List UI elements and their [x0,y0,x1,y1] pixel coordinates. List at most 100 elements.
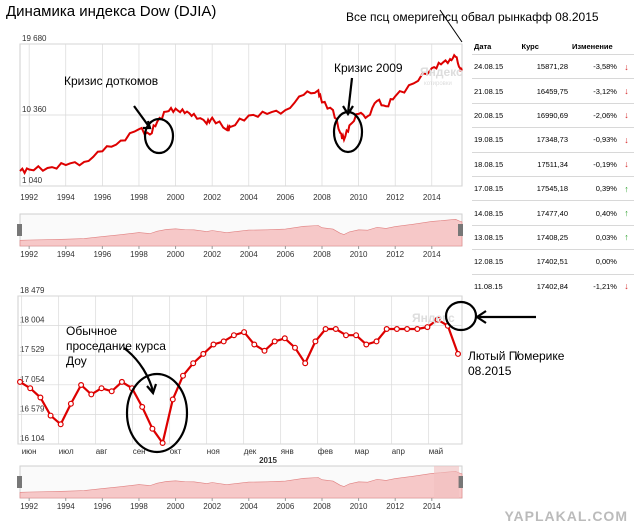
cell-change: 0,00% [570,249,619,275]
cell-date: 17.08.15 [472,175,520,201]
chart2-data-point [88,391,95,398]
arrow-up-icon: ↑ [618,224,634,250]
navigator1-tick-label: 1992 [20,250,38,259]
chart2-data-point [220,338,227,345]
chart2-data-point [434,316,441,323]
chart2-frame [17,295,463,445]
navigator2-tick-label: 2008 [313,502,331,511]
cell-date: 18.08.15 [472,151,520,177]
chart2-data-point [108,388,115,395]
annotation-normal-dip-1: Обычное [66,324,117,338]
chart2-data-point [281,335,288,342]
fierce-arrowhead [475,310,487,324]
chart2-data-point [37,394,44,401]
chart2-data-point [404,326,411,333]
dotcom-arrow [133,105,151,129]
chart2-data-point [271,338,278,345]
table-row: 24.08.15 15871,28 -3,58% ↓ [472,53,634,79]
chart2-y-tick-label: 16 104 [20,434,45,443]
table-row: 11.08.15 17402,84 -1,21% ↓ [472,273,634,298]
normal-dip-circle [125,372,189,454]
chart2-y-tick-label: 17 529 [20,345,45,354]
chart1-y-tick-label: 1 040 [22,176,43,185]
chart2-data-point [159,440,166,447]
chart1-x-tick-label: 2008 [313,193,331,202]
navigator2-tick-label: 2000 [167,502,185,511]
cell-date: 13.08.15 [472,224,520,250]
cell-date: 21.08.15 [472,78,520,104]
chart2-data-point [312,338,319,345]
arrow-down-icon: ↓ [618,273,634,298]
top-annotation-arrow [439,9,463,43]
chart2-data-point [393,326,400,333]
crisis-2009-arrow [346,77,354,114]
chart2-data-point [139,403,146,410]
page-title: Динамика индекса Dow (DJIA) [6,3,217,20]
chart2-data-point [241,329,248,336]
navigator1-tick-label: 2014 [423,250,441,259]
chart1-y-tick-label: 19 680 [22,34,47,43]
top-annotation: Все псц омеригепсц обвал рынкафф 08.2015 [346,10,599,24]
chart2-data-point [17,378,24,385]
chart2-data-point [414,326,421,333]
table-row: 12.08.15 17402,51 0,00% [472,249,634,275]
arrow-down-icon: ↓ [618,127,634,153]
chart2-x-tick-label: июн [22,447,37,456]
navigator2-tick-label: 2004 [240,502,258,511]
cell-rate: 17545,18 [519,175,571,201]
chart2-x-tick-label: июл [59,447,74,456]
cell-rate: 15871,28 [519,53,571,79]
header-rate: Курс [521,41,539,51]
chart2-data-point [149,425,156,432]
chart2-x-tick-label: ноя [207,447,220,456]
chart2-x-tick-label: май [429,447,443,456]
chart2-data-point [383,326,390,333]
chart2-data-point [98,385,105,392]
navigator1-tick-label: 2010 [350,250,368,259]
navigator1-tick-label: 2008 [313,250,331,259]
cell-rate: 17408,25 [519,224,571,250]
navigator1-tick-label: 2006 [276,250,294,259]
chart2-data-point [332,326,339,333]
cell-rate: 16459,75 [519,78,571,104]
chart2-data-point [118,378,125,385]
header-change: Изменение [572,41,613,51]
cell-change: -3,58% [570,53,619,79]
dotcom-circle [143,117,175,155]
chart2-data-point [363,341,370,348]
cell-change: -2,06% [570,102,619,128]
chart2-data-point [180,372,187,379]
chart2-y-tick-label: 18 004 [20,316,45,325]
yandex-logo-2: Яндекс [412,311,455,325]
chart2-data-point [78,382,85,389]
table-row: 17.08.15 17545,18 0,39% ↑ [472,175,634,201]
cell-change: -1,21% [570,273,619,298]
arrow-down-icon: ↓ [618,53,634,79]
arrow-down-icon: ↓ [618,102,634,128]
navigator2-tick-label: 2012 [386,502,404,511]
chart2-data-point [292,344,299,351]
navigator1-tick-label: 2002 [203,250,221,259]
chart1-x-tick-label: 2000 [167,193,185,202]
navigator2-selection [434,466,459,498]
navigator1-tick-label: 2004 [240,250,258,259]
yandex-logo-1: Яндекс [420,65,463,79]
table-row: 18.08.15 17511,34 -0,19% ↓ [472,151,634,177]
arrow-down-icon: ↓ [618,78,634,104]
cell-change: 0,39% [570,175,619,201]
annotation-dotcom: Кризис доткомов [64,74,158,88]
yandex-sub-1: котировки [424,81,452,87]
chart1-x-tick-label: 1994 [57,193,75,202]
chart2-x-tick-label: авг [96,447,108,456]
navigator1-right-handle [458,224,463,236]
chart2-year-label: 2015 [259,456,277,465]
chart2-data-point [251,341,258,348]
cell-date: 14.08.15 [472,200,520,226]
chart2-data-point [373,338,380,345]
chart2-data-point [343,332,350,339]
table-row: 19.08.15 17348,73 -0,93% ↓ [472,127,634,153]
chart1-x-tick-label: 1996 [93,193,111,202]
chart2-data-point [200,350,207,357]
annotation-normal-dip-2: проседание курса [66,339,166,353]
chart2-data-point [230,332,237,339]
